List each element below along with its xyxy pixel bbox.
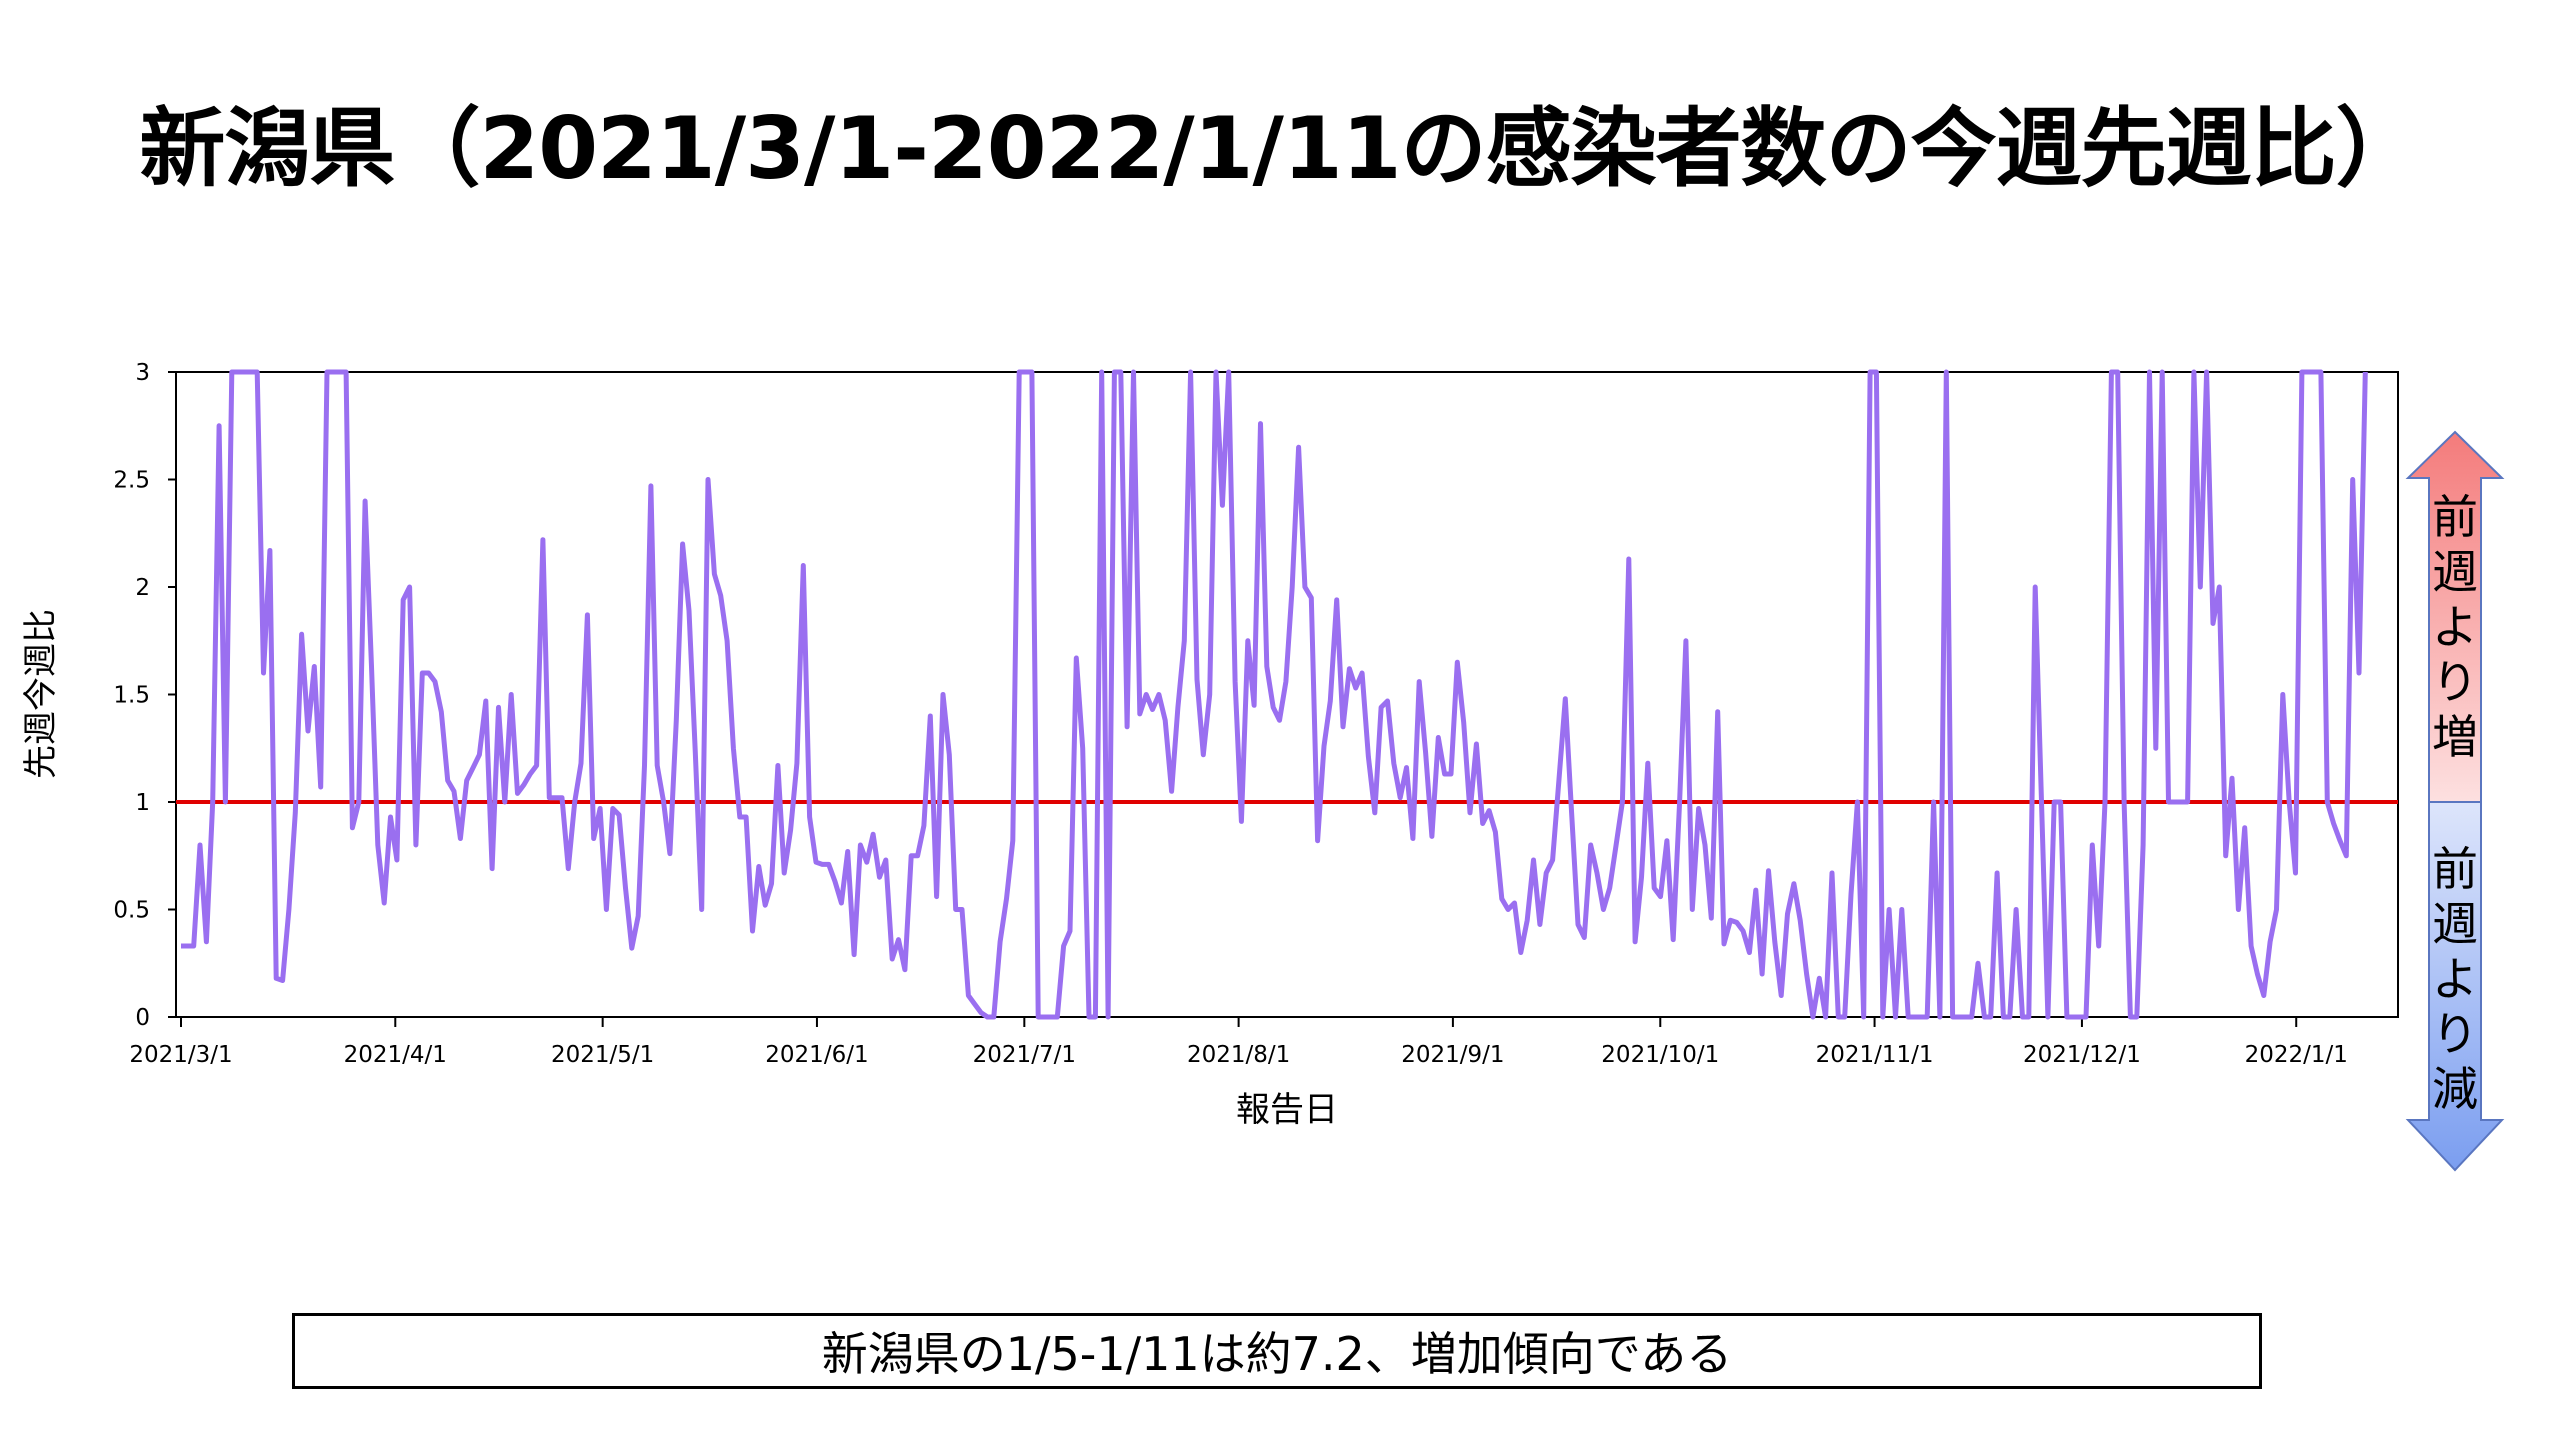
chart: 00.511.522.53 2021/3/1 2021/4/1 2021/5/1 20… — [21, 360, 2505, 1172]
x-tick-label: 2021/9/1 — [1401, 1042, 1504, 1068]
y-tick-label: 1.5 — [113, 683, 150, 709]
y-tick-label: 2 — [135, 575, 150, 601]
x-tick-label: 2021/8/1 — [1187, 1042, 1290, 1068]
x-tick-label: 2021/12/1 — [2023, 1042, 2141, 1068]
x-tick-label: 2021/4/1 — [344, 1042, 447, 1068]
y-axis-ticks: 0 0.5 1 1.5 2 2.5 3 — [113, 360, 176, 1031]
up-arrow-label: 前週より増 — [2432, 490, 2478, 764]
down-arrow — [2405, 801, 2505, 1172]
x-axis-ticks: 2021/3/1 2021/4/1 2021/5/1 2021/6/1 2021/7/1… — [129, 1017, 2348, 1068]
trend-arrow: 前週より増 前週より減 — [2405, 430, 2505, 1172]
page-title: 新潟県（2021/3/1-2022/1/11の感染者数の今週先週比） — [139, 99, 2421, 199]
x-tick-label: 2021/5/1 — [551, 1042, 654, 1068]
x-tick-label: 2022/1/1 — [2245, 1042, 2348, 1068]
x-tick-label: 2021/11/1 — [1816, 1042, 1934, 1068]
y-axis-title: 先週今週比 — [21, 609, 61, 779]
summary-text: 新潟県の1/5-1/11は約7.2、増加傾向である — [821, 1327, 1733, 1381]
x-tick-label: 2021/3/1 — [129, 1042, 232, 1068]
y-tick-label: 1 — [135, 790, 150, 816]
down-arrow-label: 前週より減 — [2432, 842, 2478, 1116]
y-tick-label: 3 — [135, 360, 150, 386]
series-line — [181, 369, 2368, 1020]
x-axis-title: 報告日 — [1236, 1090, 1338, 1130]
y-tick-label: 0 — [135, 1005, 150, 1031]
summary-box: 新潟県の1/5-1/11は約7.2、増加傾向である — [292, 1313, 2262, 1389]
y-tick-label: 2.5 — [113, 468, 150, 494]
x-tick-label: 2021/7/1 — [973, 1042, 1076, 1068]
y-tick-label: 0.5 — [113, 898, 150, 924]
x-tick-label: 2021/10/1 — [1601, 1042, 1719, 1068]
x-tick-label: 2021/6/1 — [765, 1042, 868, 1068]
